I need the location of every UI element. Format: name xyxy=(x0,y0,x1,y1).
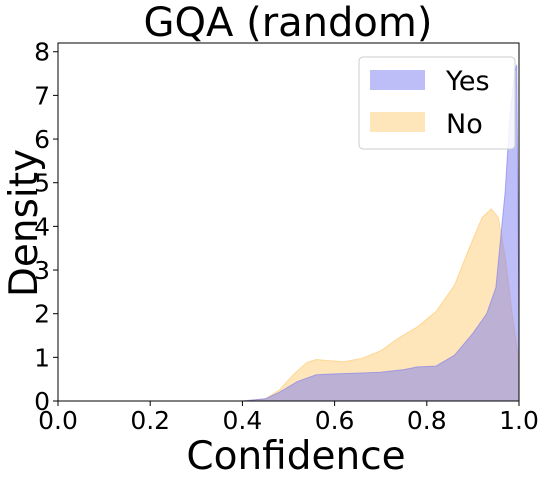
y-axis-label: Density xyxy=(2,149,47,297)
x-axis-ticks: 0.0 0.2 0.4 0.6 0.8 1.0 xyxy=(38,401,539,435)
y-tick-label: 0 xyxy=(34,387,50,416)
y-tick-label: 5 xyxy=(34,169,50,198)
legend: Yes No xyxy=(358,56,516,150)
y-tick-label: 4 xyxy=(34,212,50,241)
x-axis-label: Confidence xyxy=(186,434,405,479)
legend-swatch-no xyxy=(370,112,425,132)
x-tick-label: 1.0 xyxy=(499,406,539,435)
legend-label-yes: Yes xyxy=(445,66,490,97)
y-tick-label: 1 xyxy=(34,343,50,372)
series-layer xyxy=(242,64,520,402)
y-tick-label: 2 xyxy=(34,300,50,329)
area-series-yes xyxy=(242,64,520,402)
y-tick-label: 7 xyxy=(34,81,50,110)
y-tick-label: 8 xyxy=(34,38,50,67)
x-tick-label: 0.8 xyxy=(407,406,447,435)
plot-frame xyxy=(57,42,520,402)
x-tick-label: 0.4 xyxy=(223,406,263,435)
x-tick-label: 0.2 xyxy=(130,406,170,435)
x-tick-label: 0.6 xyxy=(315,406,355,435)
legend-swatch-yes xyxy=(370,70,425,90)
y-axis-ticks: 0 1 2 3 4 5 6 7 8 xyxy=(34,38,58,416)
x-tick-label: 0.0 xyxy=(38,406,78,435)
legend-label-no: No xyxy=(446,109,483,140)
chart-title: GQA (random) xyxy=(144,0,433,46)
y-tick-label: 6 xyxy=(34,125,50,154)
y-tick-label: 3 xyxy=(34,256,50,285)
